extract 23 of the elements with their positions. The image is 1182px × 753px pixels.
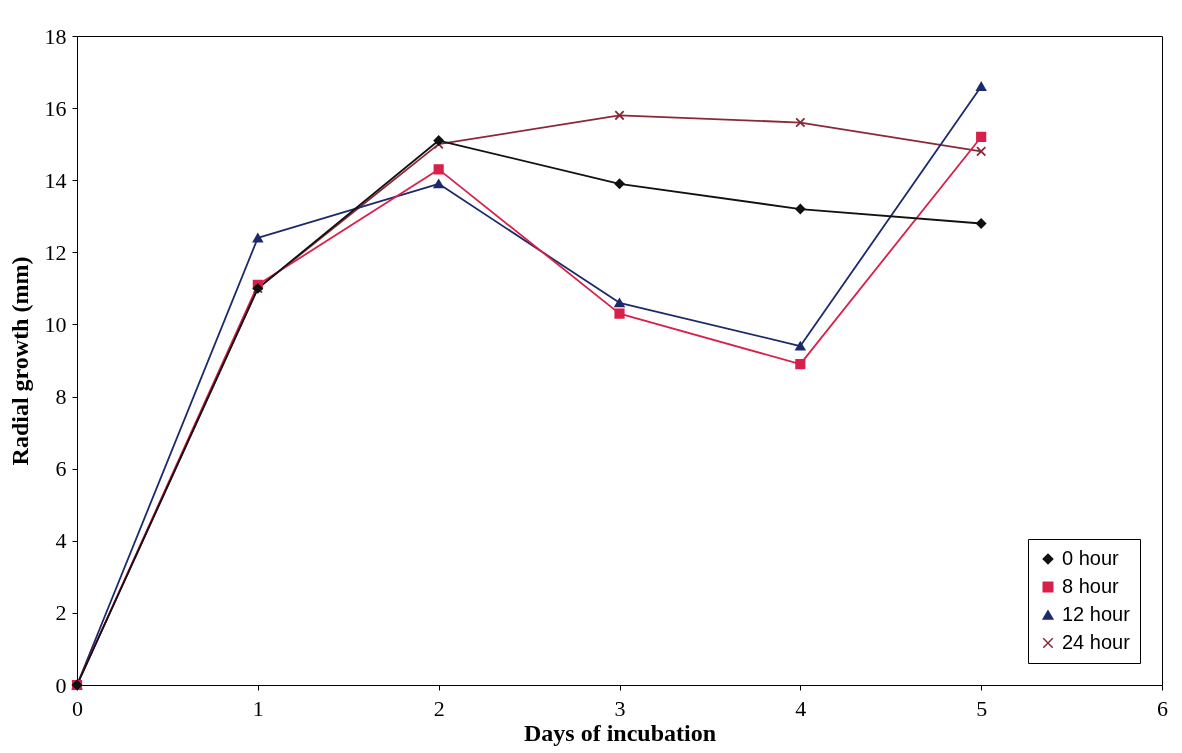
y-tick-label: 8	[55, 384, 67, 410]
x-tick-label: 6	[1157, 695, 1168, 721]
x-tick-label: 5	[976, 695, 988, 721]
x-tick-label: 3	[614, 695, 626, 721]
y-tick-label: 2	[55, 600, 67, 626]
x-tick-label: 2	[433, 695, 445, 721]
y-tick-label: 18	[44, 23, 67, 49]
y-tick-label: 16	[44, 95, 67, 121]
x-tick-label: 0	[72, 695, 83, 721]
y-tick-label: 0	[55, 672, 67, 698]
x-tick-label: 1	[252, 695, 264, 721]
legend-label: 12 hour	[1062, 603, 1131, 625]
x-axis-title: Days of incubation	[523, 719, 717, 746]
y-axis-title: Radial growth (mm)	[6, 256, 33, 466]
y-tick-label: 10	[44, 311, 67, 337]
y-tick-label: 4	[55, 528, 67, 554]
legend-label: 24 hour	[1062, 631, 1131, 653]
legend-label: 8 hour	[1062, 575, 1120, 597]
legend-label: 0 hour	[1062, 547, 1120, 569]
y-tick-label: 14	[44, 167, 67, 193]
y-tick-label: 12	[44, 239, 67, 265]
x-tick-label: 4	[795, 695, 807, 721]
y-tick-label: 6	[55, 456, 67, 482]
